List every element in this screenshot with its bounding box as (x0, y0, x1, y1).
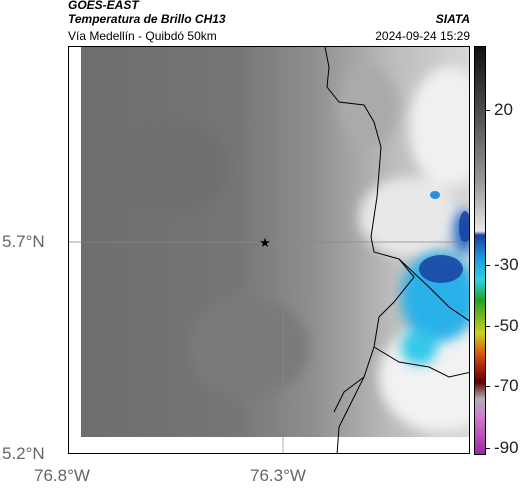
lat-label-bottom: 5.2°N (2, 444, 45, 463)
cb-tick-m70 (486, 386, 490, 387)
colorbar-label-20: 20 (494, 100, 513, 119)
cb-tick-m50 (486, 326, 490, 327)
datetime-label: 2024-09-24 15:29 (375, 29, 470, 43)
satellite-map[interactable]: ★ (68, 46, 470, 454)
colorbar (474, 46, 486, 455)
cb-tick-m90 (486, 448, 490, 449)
title-line-2: Temperatura de Brillo CH13 (68, 12, 226, 26)
subtitle: Vía Medellín - Quibdó 50km (68, 29, 217, 43)
cb-tick-20 (486, 110, 490, 111)
admin-boundary-2 (398, 258, 469, 322)
lon-label-left: 76.8°W (34, 466, 90, 485)
title-line-1: GOES-EAST (68, 0, 139, 12)
colorbar-label-m30: -30 (494, 255, 519, 274)
colorbar-label-m70: -70 (494, 376, 519, 395)
colorbar-label-m50: -50 (494, 316, 519, 335)
colorbar-label-m90: -90 (494, 438, 519, 457)
admin-boundary-3 (373, 346, 469, 378)
star-icon: ★ (259, 235, 271, 250)
cb-tick-m30 (486, 265, 490, 266)
admin-boundary-4 (333, 376, 365, 413)
lat-label-top: 5.7°N (2, 232, 45, 251)
map-image: ★ (69, 47, 469, 453)
lon-label-right: 76.3°W (250, 466, 306, 485)
agency-label: SIATA (435, 12, 470, 26)
